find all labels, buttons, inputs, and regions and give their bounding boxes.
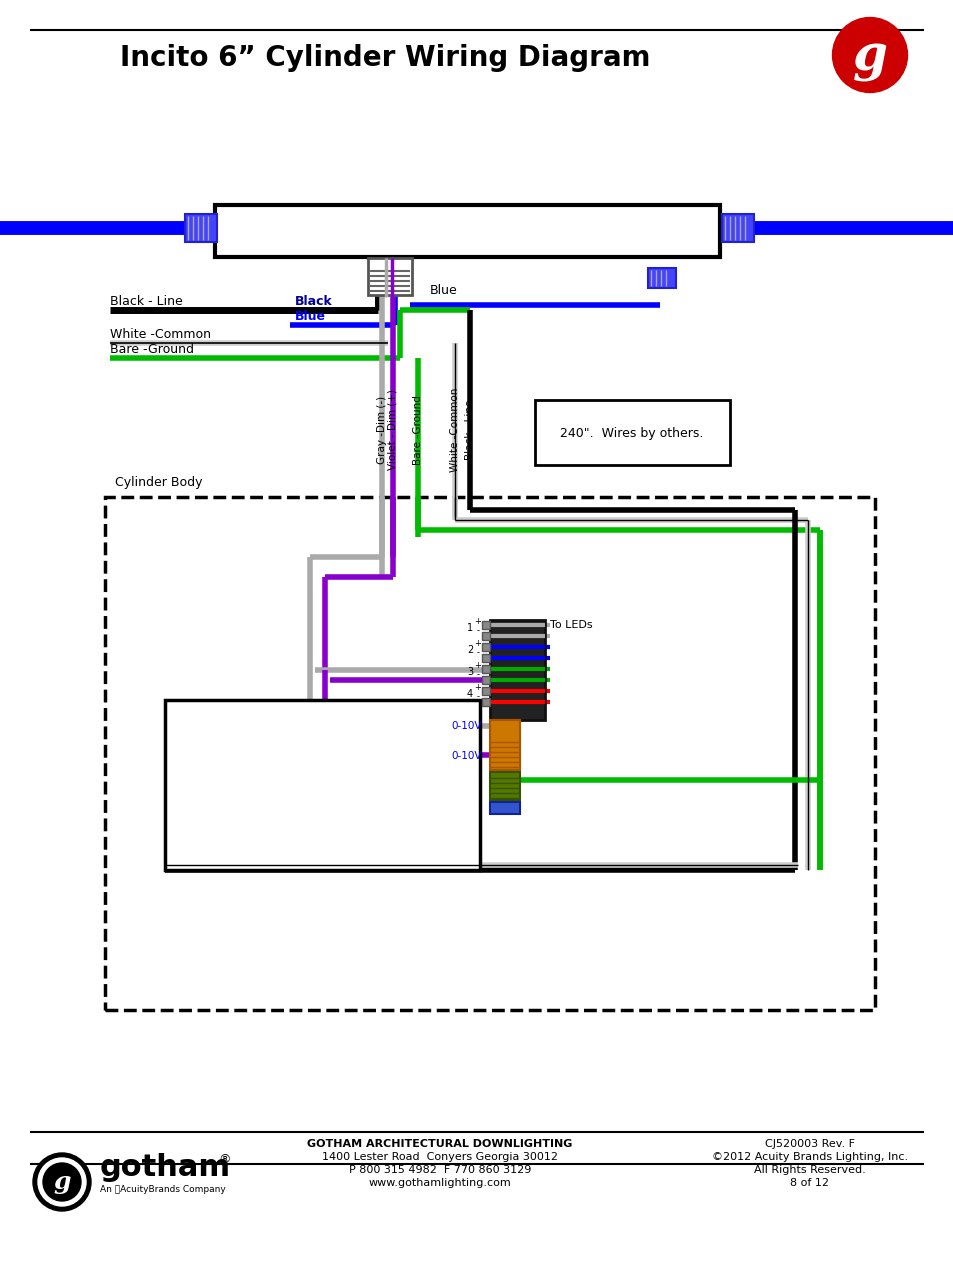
Bar — [490, 720, 519, 770]
Text: White -Common: White -Common — [110, 328, 211, 341]
Text: +: + — [474, 660, 481, 669]
Text: Incito 6” Cylinder Wiring Diagram: Incito 6” Cylinder Wiring Diagram — [120, 45, 650, 73]
Text: ©2012 Acuity Brands Lighting, Inc.: ©2012 Acuity Brands Lighting, Inc. — [711, 1152, 907, 1163]
Text: P 800 315 4982  F 770 860 3129: P 800 315 4982 F 770 860 3129 — [349, 1165, 531, 1175]
Text: Bare -Ground: Bare -Ground — [110, 343, 193, 356]
Text: +: + — [474, 683, 481, 692]
Bar — [490, 803, 519, 814]
Bar — [481, 687, 490, 695]
Text: g: g — [852, 33, 886, 83]
Text: All Rights Reserved.: All Rights Reserved. — [753, 1165, 865, 1175]
Bar — [721, 214, 753, 242]
Text: White -Common: White -Common — [450, 388, 459, 472]
Text: -: - — [476, 692, 479, 701]
Text: An ⒶAcuityBrands Company: An ⒶAcuityBrands Company — [100, 1186, 226, 1194]
Ellipse shape — [33, 1152, 91, 1211]
Text: ®: ® — [218, 1154, 231, 1166]
Bar — [481, 632, 490, 640]
Text: +: + — [474, 617, 481, 626]
Text: g: g — [53, 1170, 71, 1194]
Ellipse shape — [43, 1163, 81, 1201]
Text: CJ520003 Rev. F: CJ520003 Rev. F — [764, 1138, 854, 1149]
Bar — [490, 772, 519, 800]
Text: Violet - Dim (+): Violet - Dim (+) — [388, 389, 397, 471]
Text: Blue: Blue — [294, 310, 326, 323]
Bar — [647, 268, 676, 287]
Bar — [481, 621, 490, 628]
Text: 0-10V: 0-10V — [451, 750, 481, 761]
Bar — [185, 214, 216, 242]
Text: Black: Black — [294, 295, 333, 308]
Text: Blue: Blue — [430, 284, 457, 296]
Text: Cylinder Body: Cylinder Body — [115, 476, 202, 488]
Bar — [481, 675, 490, 684]
Text: 0-10V: 0-10V — [451, 721, 481, 731]
Text: -: - — [476, 627, 479, 636]
Bar — [481, 654, 490, 661]
Text: GOTHAM ARCHITECTURAL DOWNLIGHTING: GOTHAM ARCHITECTURAL DOWNLIGHTING — [307, 1138, 572, 1149]
Text: Black - Line: Black - Line — [110, 295, 183, 308]
Text: +: + — [474, 639, 481, 647]
Text: 2: 2 — [466, 645, 473, 655]
Text: Black - Line: Black - Line — [464, 399, 475, 460]
Bar — [481, 644, 490, 651]
Text: -: - — [476, 670, 479, 679]
Text: www.gothamlighting.com: www.gothamlighting.com — [368, 1178, 511, 1188]
Text: 1400 Lester Road  Conyers Georgia 30012: 1400 Lester Road Conyers Georgia 30012 — [322, 1152, 558, 1163]
Text: 4: 4 — [466, 689, 473, 700]
Ellipse shape — [832, 18, 906, 93]
Text: 3: 3 — [466, 667, 473, 677]
Bar — [481, 665, 490, 673]
Text: To LEDs: To LEDs — [550, 619, 592, 630]
Text: Gray -Dim (-): Gray -Dim (-) — [376, 396, 387, 464]
Bar — [214, 205, 720, 257]
Text: -: - — [476, 649, 479, 658]
Ellipse shape — [38, 1158, 86, 1206]
Text: gotham: gotham — [100, 1152, 231, 1182]
Bar — [490, 619, 544, 720]
Bar — [535, 399, 729, 466]
Bar — [481, 698, 490, 706]
Bar — [368, 258, 412, 295]
Text: Bare -Ground: Bare -Ground — [413, 396, 422, 466]
Text: 240".  Wires by others.: 240". Wires by others. — [559, 426, 703, 440]
Bar — [165, 700, 479, 870]
Bar — [105, 497, 874, 1010]
Text: 1: 1 — [466, 623, 473, 633]
Text: 8 of 12: 8 of 12 — [790, 1178, 828, 1188]
